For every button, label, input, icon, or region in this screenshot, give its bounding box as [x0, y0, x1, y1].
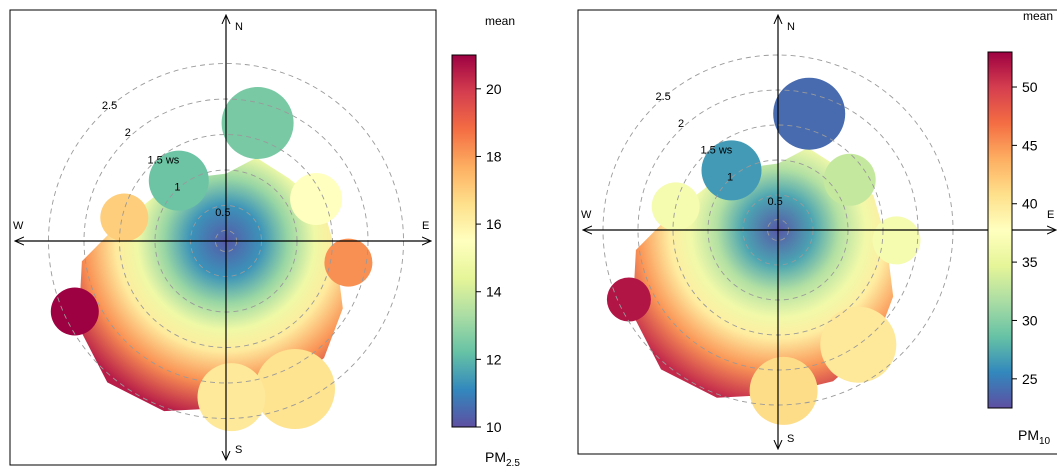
colorbar-tick-label: 10	[486, 419, 502, 435]
compass-label: N	[787, 21, 795, 33]
polar-plot-pm10: N E S W 0.5 1 1.5 ws 2 2.5 25 30 35 40 45 50 mean PM10	[560, 0, 1057, 471]
pollutant-label: PM2.5	[485, 449, 520, 469]
concentration-blob	[823, 153, 876, 206]
polar-plot-pm25: N E S W 0.5 1 1.5 ws 2 2.5 10 12 14 16 18 20 mean PM2.5	[9, 9, 520, 469]
colorbar-title: mean	[1023, 9, 1053, 23]
concentration-blob	[197, 363, 266, 432]
colorbar-tick-label: 30	[1022, 312, 1038, 328]
concentration-blob	[290, 173, 343, 225]
plot-frame	[9, 9, 437, 466]
colorbar-tick-label: 16	[486, 216, 502, 232]
polar-plot-svg: N E S W 0.5 1 1.5 ws 2 2.5 10 12 14 16 18 20 mean PM2.5	[9, 9, 520, 469]
compass-label: E	[422, 220, 429, 232]
colorbar-tick-label: 35	[1022, 254, 1038, 270]
colorbar	[451, 54, 477, 428]
concentration-blob	[255, 349, 335, 429]
colorbar-tick-label: 25	[1022, 371, 1038, 387]
concentration-blob	[221, 87, 294, 159]
radial-label: 1.5 ws	[148, 154, 180, 166]
colorbar-tick-label: 14	[486, 284, 502, 300]
radial-label: 2	[125, 127, 131, 139]
radial-label: 1	[174, 182, 180, 194]
concentration-surface	[632, 147, 894, 398]
concentration-blob	[50, 287, 99, 336]
radial-label: 2.5	[656, 91, 671, 103]
polar-plot-svg: N E S W 0.5 1 1.5 ws 2 2.5 25 30 35 40 45 50 mean PM10	[577, 9, 1057, 455]
colorbar-tick-label: 18	[486, 148, 502, 164]
colorbar-tick-label: 20	[486, 81, 502, 97]
colorbar	[987, 51, 1013, 409]
concentration-blob	[773, 77, 846, 150]
pollutant-label: PM10	[1018, 427, 1051, 447]
radial-label: 1.5 ws	[701, 145, 733, 157]
radial-label: 2	[678, 118, 684, 130]
concentration-blob	[324, 238, 373, 287]
compass-label: S	[235, 444, 242, 456]
plot-frame	[577, 9, 1057, 455]
radial-label: 0.5	[768, 196, 783, 208]
colorbar-tick-label: 45	[1022, 137, 1038, 153]
concentration-blob	[749, 356, 818, 425]
colorbar-title: mean	[485, 14, 515, 28]
compass-label: W	[13, 220, 24, 232]
concentration-blob	[820, 306, 897, 383]
concentration-blob	[606, 277, 651, 322]
concentration-blob	[148, 150, 209, 211]
radial-label: 2.5	[102, 100, 117, 112]
compass-label: N	[235, 21, 243, 33]
colorbar-tick-label: 12	[486, 351, 502, 367]
concentration-blob	[100, 193, 149, 242]
colorbar-tick-label: 40	[1022, 196, 1038, 212]
compass-label: E	[1047, 209, 1054, 221]
radial-label: 1	[727, 171, 733, 183]
concentration-blob	[701, 140, 762, 201]
radial-label: 0.5	[215, 207, 230, 219]
colorbar-tick-label: 50	[1022, 79, 1038, 95]
compass-label: S	[787, 433, 794, 445]
compass-label: W	[581, 209, 592, 221]
